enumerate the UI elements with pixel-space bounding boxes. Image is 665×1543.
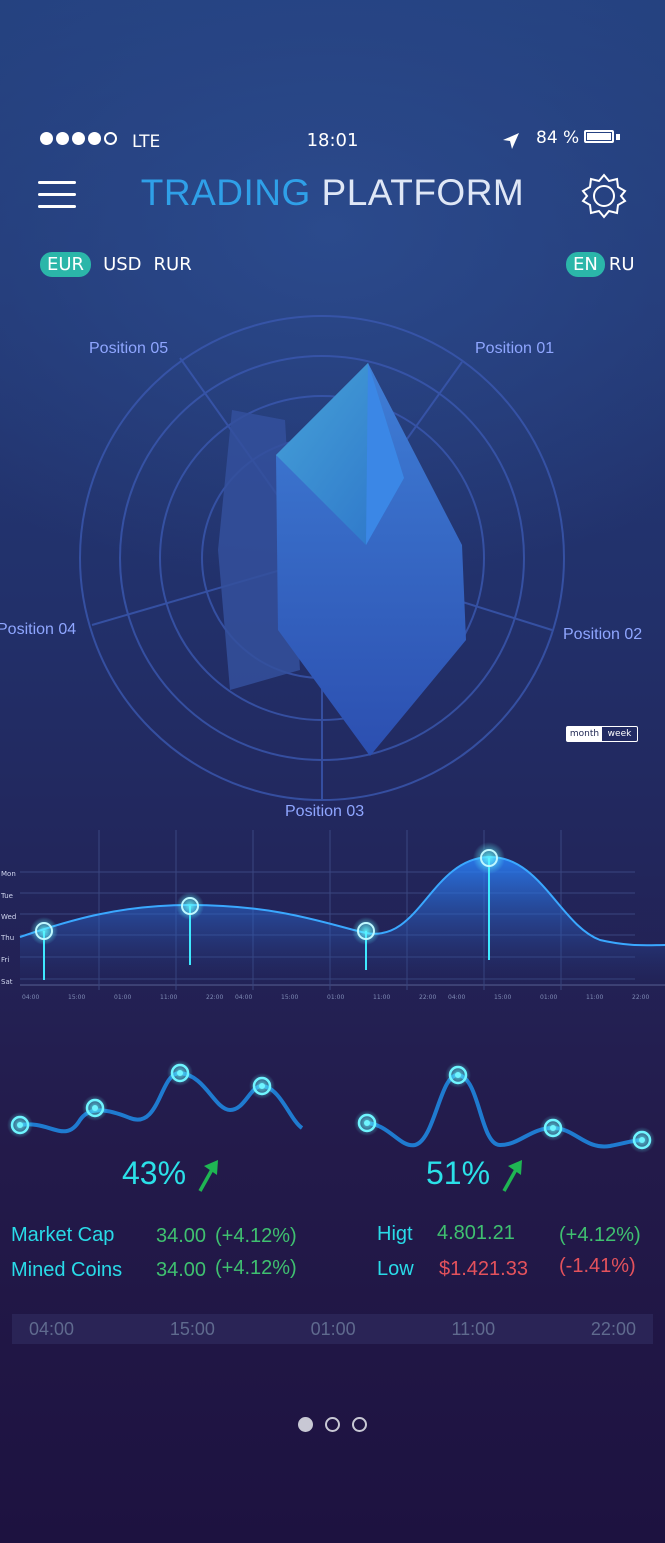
time-tick: 15:00 — [281, 994, 298, 1001]
title-platform: PLATFORM — [321, 172, 525, 213]
radar-data-shape — [218, 363, 466, 756]
settings-button[interactable] — [580, 172, 628, 220]
time-tick: 01:00 — [327, 994, 344, 1001]
carrier-label: LTE — [132, 132, 161, 152]
radar-label-position-01: Position 01 — [475, 340, 555, 357]
language-ru[interactable]: RU — [608, 254, 635, 275]
page-indicator — [0, 1417, 665, 1432]
week-day-labels: Mon Tue Wed Thu Fri Sat — [0, 870, 16, 986]
time-tick: 11:00 — [373, 994, 390, 1001]
high-change: (+4.12%) — [559, 1224, 641, 1246]
time-tick: 04:00 — [235, 994, 252, 1001]
radar-label-position-02: Position 02 — [563, 626, 643, 643]
high-label: Higt — [377, 1223, 413, 1245]
radar-chart — [79, 315, 565, 801]
timeline-tick: 11:00 — [451, 1318, 496, 1339]
timeline-tick: 15:00 — [169, 1318, 215, 1339]
day-label: Tue — [0, 892, 13, 900]
page-dot-1[interactable] — [298, 1417, 313, 1432]
right-percent: 51% — [426, 1155, 491, 1191]
mined-coins-change: (+4.12%) — [215, 1257, 297, 1279]
language-en[interactable]: EN — [566, 252, 605, 277]
day-label: Sat — [1, 978, 13, 986]
page-dot-2[interactable] — [325, 1417, 340, 1432]
currency-eur[interactable]: EUR — [40, 252, 92, 277]
timeline-tick: 04:00 — [29, 1318, 75, 1339]
time-tick: 22:00 — [206, 994, 223, 1001]
currency-rur[interactable]: RUR — [153, 254, 192, 275]
day-label: Mon — [1, 870, 16, 878]
marker — [30, 917, 58, 980]
radar-label-position-03: Position 03 — [285, 803, 365, 820]
title-trading: TRADING — [140, 172, 311, 213]
time-tick: 11:00 — [160, 994, 177, 1001]
time-tick: 22:00 — [419, 994, 436, 1001]
mined-coins-value: 34.00 — [156, 1259, 207, 1281]
time-tick: 01:00 — [114, 994, 131, 1001]
trend-up-icon — [198, 1160, 218, 1192]
market-cap-change: (+4.12%) — [215, 1225, 297, 1247]
time-tick: 04:00 — [448, 994, 465, 1001]
hamburger-icon — [38, 181, 76, 184]
day-label: Wed — [1, 913, 16, 921]
status-bar: LTE 18:01 84 % — [0, 128, 665, 154]
language-selector: EN RU — [566, 252, 635, 277]
market-cap-value: 34.00 — [156, 1225, 207, 1247]
mined-coins-label: Mined Coins — [11, 1259, 123, 1281]
week-time-ticks: 04:00 15:00 01:00 11:00 22:00 04:00 15:0… — [22, 994, 649, 1001]
sparkline-points — [354, 1062, 655, 1153]
marker — [473, 842, 505, 960]
timeline-tick: 01:00 — [310, 1318, 356, 1339]
market-cap-label: Market Cap — [11, 1224, 115, 1246]
menu-button[interactable] — [38, 181, 78, 209]
low-change: (-1.41%) — [559, 1255, 636, 1277]
toggle-month[interactable]: month — [567, 727, 602, 741]
radar-label-position-04: Position 04 — [0, 621, 77, 638]
weekly-area-chart: Mon Tue Wed Thu Fri Sat 04:00 15:00 01:0… — [0, 830, 665, 1001]
battery-percent: 84 % — [536, 128, 580, 148]
gear-icon — [581, 173, 627, 219]
marker — [176, 892, 204, 965]
toggle-week[interactable]: week — [607, 729, 632, 739]
battery-icon — [584, 130, 614, 143]
currency-usd[interactable]: USD — [103, 254, 142, 275]
low-value: $1.421.33 — [439, 1258, 528, 1280]
timeline-scrubber[interactable]: 04:00 15:00 01:00 11:00 22:00 — [12, 1314, 653, 1344]
sparkline-right — [354, 1062, 655, 1153]
timeline-tick: 22:00 — [590, 1318, 636, 1339]
low-label: Low — [377, 1258, 414, 1280]
time-tick: 15:00 — [494, 994, 511, 1001]
trend-up-icon — [502, 1160, 522, 1192]
period-toggle: month week — [566, 726, 638, 742]
radar-label-position-05: Position 05 — [89, 340, 169, 357]
day-label: Thu — [0, 934, 14, 942]
sparkline-left — [7, 1060, 304, 1138]
currency-selector: EUR USD RUR — [40, 252, 192, 277]
time-tick: 04:00 — [22, 994, 39, 1001]
signal-strength-icon — [40, 132, 117, 145]
sparkline-points — [7, 1060, 275, 1138]
time-tick: 01:00 — [540, 994, 557, 1001]
day-label: Fri — [1, 956, 9, 964]
time-tick: 11:00 — [586, 994, 603, 1001]
left-percent: 43% — [122, 1155, 187, 1191]
time-tick: 15:00 — [68, 994, 85, 1001]
time-tick: 22:00 — [632, 994, 649, 1001]
week-chart-markers — [30, 842, 505, 980]
clock: 18:01 — [306, 130, 359, 151]
high-value: 4.801.21 — [437, 1222, 515, 1244]
marker — [352, 917, 380, 970]
page-title: TRADING PLATFORM — [0, 172, 665, 214]
location-arrow-icon — [503, 133, 519, 149]
page-dot-3[interactable] — [352, 1417, 367, 1432]
